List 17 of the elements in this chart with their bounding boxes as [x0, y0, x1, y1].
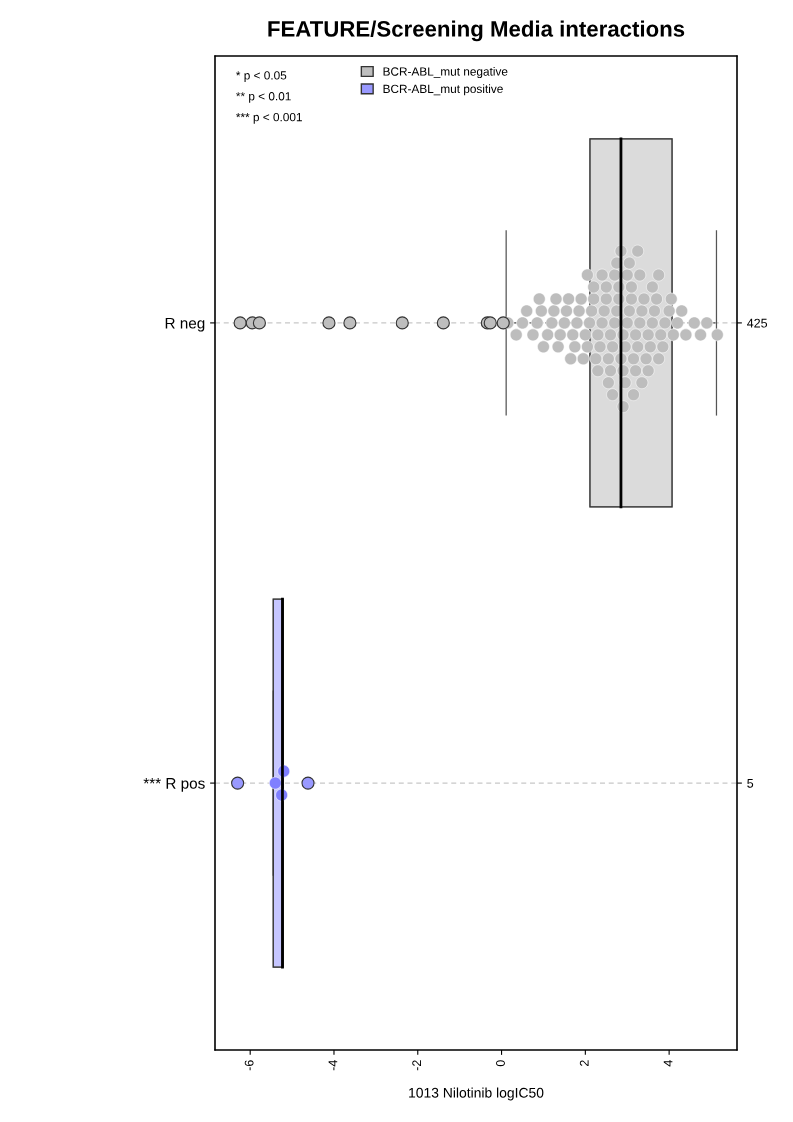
chart-title: FEATURE/Screening Media interactions	[268, 20, 685, 42]
annotation: * p < 0.05	[236, 71, 287, 82]
x-tick-label: -6	[244, 1060, 254, 1071]
x-axis-title: 1013 Nilotinib logIC50	[409, 1087, 544, 1101]
annotation: *** p < 0.001	[236, 112, 302, 124]
legend-label: BCR-ABL_mut negative	[383, 67, 508, 79]
x-tick-label: 0	[496, 1060, 505, 1067]
y-tick-label: R neg	[165, 317, 205, 332]
y-tick-label: *** R pos	[143, 778, 205, 792]
legend-label: BCR-ABL_mut positive	[383, 84, 503, 96]
x-tick-label: 4	[663, 1060, 673, 1067]
x-tick-label: -2	[412, 1060, 421, 1071]
x-tick-label: -4	[328, 1060, 338, 1071]
x-tick-label: 2	[579, 1060, 589, 1067]
y2-tick-label: 425	[747, 318, 768, 328]
annotation: ** p < 0.01	[236, 92, 291, 103]
y2-tick-label: 5	[747, 779, 754, 788]
